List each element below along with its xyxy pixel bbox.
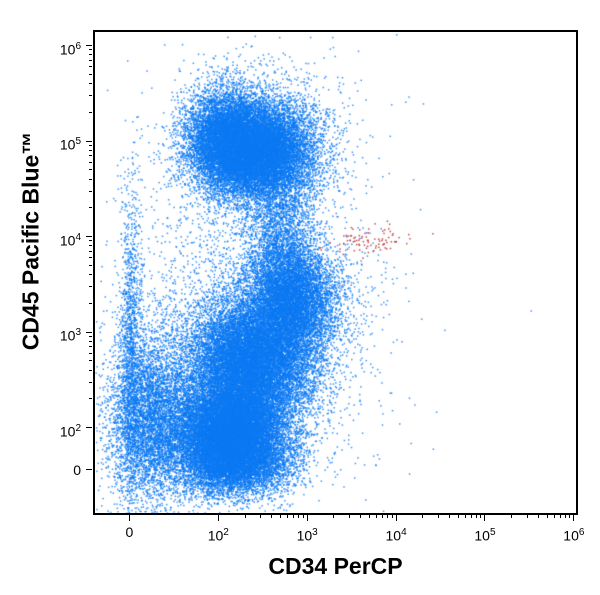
x-axis-tick: [395, 515, 397, 521]
y-axis-minor-tick: [89, 245, 92, 247]
x-axis-tick-label: 105: [474, 527, 496, 544]
y-axis-tick-label: 0: [73, 461, 81, 478]
x-axis-minor-tick: [564, 515, 566, 518]
x-axis-minor-tick: [360, 515, 362, 518]
plot-frame: [93, 30, 578, 515]
x-axis-minor-tick: [553, 515, 555, 518]
x-axis-tick-label: 104: [385, 527, 407, 544]
x-axis-minor-tick: [475, 515, 477, 518]
y-axis-minor-tick: [89, 302, 92, 304]
x-axis-minor-tick: [279, 515, 281, 518]
y-axis-minor-tick: [89, 352, 92, 354]
x-axis-tick: [573, 515, 575, 521]
x-axis-minor-tick: [302, 515, 304, 518]
x-axis-minor-tick: [349, 515, 351, 518]
y-axis-tick: [86, 236, 92, 238]
x-axis-minor-tick: [381, 515, 383, 518]
y-axis-minor-tick: [89, 250, 92, 252]
y-axis-minor-tick: [89, 190, 92, 192]
y-axis-minor-tick: [89, 207, 92, 209]
y-axis-minor-tick: [89, 66, 92, 68]
y-axis-minor-tick: [89, 149, 92, 151]
y-axis-tick-label: 103: [59, 327, 81, 344]
y-axis-tick: [86, 140, 92, 142]
y-axis-tick-label: 102: [59, 422, 81, 440]
x-axis-minor-tick: [375, 515, 377, 518]
x-axis-minor-tick: [437, 515, 439, 518]
x-axis-minor-tick: [526, 515, 528, 518]
x-axis-minor-tick: [292, 515, 294, 518]
y-axis-minor-tick: [89, 49, 92, 51]
y-axis-minor-tick: [89, 274, 92, 276]
y-axis-minor-tick: [89, 73, 92, 75]
scatter-points-canvas: [93, 30, 578, 515]
x-axis-minor-tick: [391, 515, 393, 518]
x-axis-minor-tick: [457, 515, 459, 518]
x-axis-minor-tick: [546, 515, 548, 518]
x-axis-minor-tick: [559, 515, 561, 518]
y-axis-minor-tick: [89, 240, 92, 242]
x-axis-minor-tick: [538, 515, 539, 518]
y-axis-tick: [86, 469, 92, 471]
x-axis-minor-tick: [298, 515, 300, 518]
x-axis-minor-tick: [333, 515, 335, 518]
y-axis-tick: [86, 45, 92, 47]
x-axis-title: CD34 PerCP: [268, 553, 403, 579]
y-axis-minor-tick: [89, 111, 92, 113]
y-axis-minor-tick: [89, 360, 92, 362]
x-axis-minor-tick: [271, 515, 273, 518]
y-axis-minor-tick: [89, 144, 92, 146]
y-axis-minor-tick: [89, 264, 92, 266]
x-axis-minor-tick: [422, 515, 424, 518]
y-axis-minor-tick: [89, 59, 92, 61]
x-axis-minor-tick: [368, 515, 370, 518]
x-axis-tick: [484, 515, 486, 521]
y-axis-minor-tick: [89, 178, 92, 180]
x-axis-minor-tick: [260, 515, 262, 518]
y-axis-minor-tick: [89, 94, 92, 96]
y-axis-minor-tick: [89, 398, 92, 400]
x-axis-tick-label: 102: [207, 527, 229, 544]
y-axis-tick-label: 105: [59, 136, 81, 153]
x-axis-tick: [128, 515, 130, 521]
x-axis-tick: [217, 515, 219, 521]
x-axis-minor-tick: [569, 515, 571, 518]
y-axis-minor-tick: [89, 155, 92, 157]
x-axis-minor-tick: [244, 515, 246, 518]
x-axis-minor-tick: [386, 515, 388, 518]
y-axis-minor-tick: [89, 161, 92, 163]
x-axis-minor-tick: [470, 515, 472, 518]
y-axis-tick-label: 106: [59, 40, 81, 58]
y-axis-minor-tick: [89, 286, 92, 288]
y-axis-minor-tick: [89, 381, 92, 383]
x-axis-minor-tick: [511, 515, 513, 518]
y-axis-minor-tick: [89, 169, 92, 171]
y-axis-minor-tick: [89, 369, 92, 371]
x-axis-minor-tick: [464, 515, 466, 518]
x-axis-minor-tick: [480, 515, 482, 518]
y-axis-minor-tick: [89, 54, 92, 56]
x-axis-tick-label: 103: [296, 527, 318, 544]
y-axis-tick-label: 104: [59, 231, 81, 249]
y-axis-minor-tick: [89, 257, 92, 259]
y-axis-tick: [86, 427, 92, 429]
y-axis-minor-tick: [89, 83, 92, 85]
y-axis-minor-tick: [89, 336, 92, 338]
x-axis-minor-tick: [286, 515, 288, 518]
x-axis-tick-label: 106: [563, 527, 585, 544]
y-axis-minor-tick: [89, 346, 92, 348]
y-axis-minor-tick: [89, 340, 92, 342]
x-axis-minor-tick: [449, 515, 451, 518]
y-axis-tick: [86, 331, 92, 333]
x-axis-tick: [306, 515, 308, 521]
x-axis-tick-label: 0: [125, 524, 134, 540]
